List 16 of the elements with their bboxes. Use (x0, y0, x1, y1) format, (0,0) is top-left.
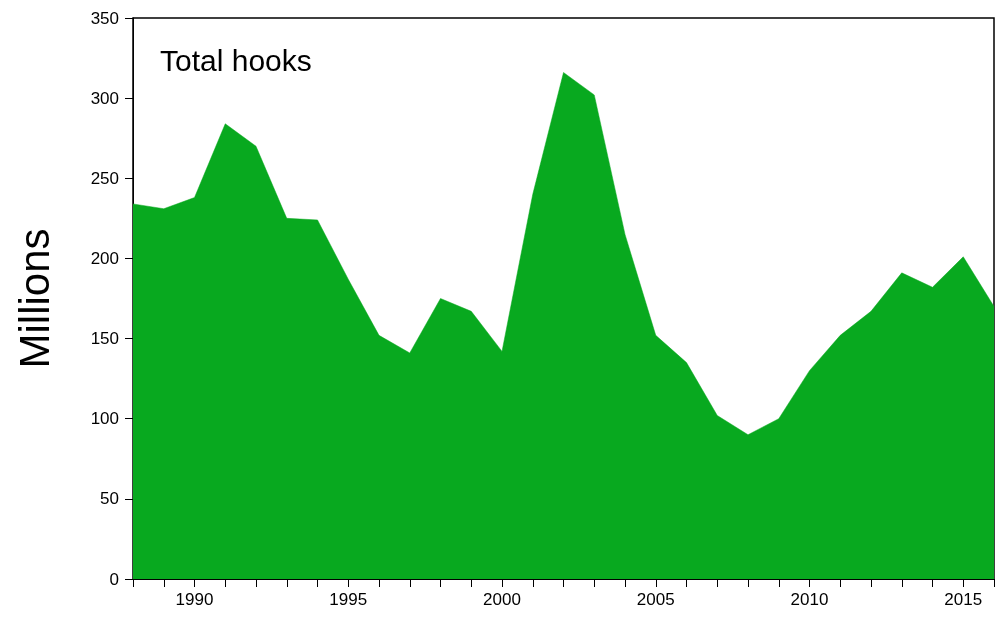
y-tick-label: 300 (90, 88, 119, 108)
x-tick-label: 2000 (483, 590, 521, 609)
x-tick-label: 2010 (790, 590, 829, 609)
text: Total hooks (160, 43, 312, 77)
y-axis-title: Millions (10, 228, 58, 369)
x-tick-label: 2005 (636, 590, 675, 609)
x-tick-label: 1995 (329, 590, 368, 609)
y-tick-label: 100 (90, 409, 119, 429)
y-tick-label: 150 (90, 329, 119, 349)
x-tick-label: 1990 (175, 590, 214, 609)
x-tick-label: 2015 (944, 590, 983, 609)
y-tick-label: 200 (90, 248, 119, 268)
y-tick-label: 50 (100, 489, 119, 509)
y-tick-label: 350 (90, 8, 119, 28)
y-tick-label: 250 (90, 168, 119, 188)
y-tick-label: 0 (109, 569, 119, 589)
